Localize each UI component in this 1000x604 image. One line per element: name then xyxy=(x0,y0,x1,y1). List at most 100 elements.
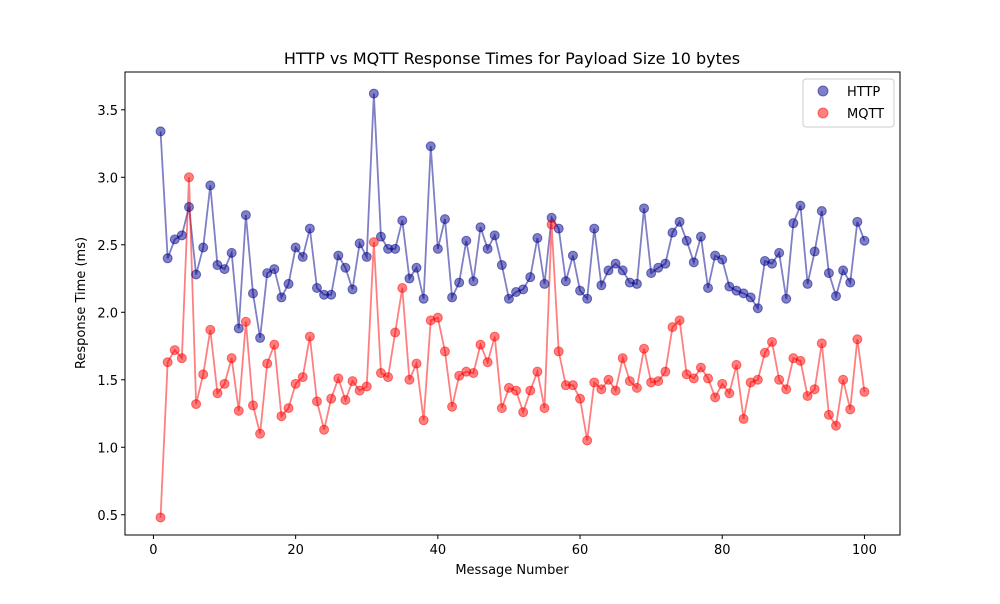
data-point-mqtt xyxy=(731,359,742,370)
data-point-mqtt xyxy=(774,374,785,385)
data-point-mqtt xyxy=(262,358,273,369)
data-point-http xyxy=(646,268,657,279)
data-point-http xyxy=(838,265,849,276)
x-tick-label: 60 xyxy=(572,543,589,558)
data-point-http xyxy=(482,243,493,254)
data-point-http xyxy=(639,203,650,214)
data-point-http xyxy=(617,265,628,276)
data-point-mqtt xyxy=(816,338,827,349)
data-point-mqtt xyxy=(567,380,578,391)
data-point-mqtt xyxy=(624,376,635,387)
data-point-mqtt xyxy=(368,237,379,248)
data-point-http xyxy=(475,222,486,233)
legend-marker-http xyxy=(817,85,829,97)
data-point-http xyxy=(155,126,166,137)
data-point-mqtt xyxy=(404,374,415,385)
data-point-mqtt xyxy=(297,372,308,383)
data-point-http xyxy=(432,243,443,254)
data-point-http xyxy=(688,257,699,268)
data-point-http xyxy=(347,284,358,295)
x-axis-title: Message Number xyxy=(455,563,569,578)
data-point-http xyxy=(589,223,600,234)
data-point-http xyxy=(610,258,621,269)
data-point-mqtt xyxy=(468,368,479,379)
data-point-http xyxy=(660,258,671,269)
data-point-mqtt xyxy=(667,322,678,333)
data-point-http xyxy=(774,247,785,258)
data-point-mqtt xyxy=(795,355,806,366)
data-point-mqtt xyxy=(738,413,749,424)
data-point-http xyxy=(681,235,692,246)
data-point-http xyxy=(447,292,458,303)
data-point-http xyxy=(567,250,578,261)
data-point-mqtt xyxy=(511,385,522,396)
data-point-mqtt xyxy=(518,407,529,418)
data-point-mqtt xyxy=(703,373,714,384)
data-point-http xyxy=(603,265,614,276)
data-point-http xyxy=(240,210,251,221)
data-point-mqtt xyxy=(631,382,642,393)
y-tick-label: 1.5 xyxy=(97,374,118,389)
data-point-mqtt xyxy=(319,424,330,435)
data-point-http xyxy=(745,292,756,303)
data-point-http xyxy=(425,141,436,152)
data-point-http xyxy=(582,293,593,304)
data-point-mqtt xyxy=(717,378,728,389)
data-point-http xyxy=(333,250,344,261)
data-point-http xyxy=(717,254,728,265)
data-point-http xyxy=(852,216,863,227)
y-tick-label: 0.5 xyxy=(97,509,118,524)
x-tick-label: 80 xyxy=(714,543,731,558)
data-point-http xyxy=(752,303,763,314)
y-axis: 0.5 1.0 1.5 2.0 2.5 3.0 3.5 xyxy=(97,104,125,524)
data-point-http xyxy=(361,251,372,262)
data-point-mqtt xyxy=(439,346,450,357)
data-point-mqtt xyxy=(255,428,266,439)
data-point-http xyxy=(311,282,322,293)
x-axis: 0 20 40 60 80 100 xyxy=(149,535,877,558)
data-point-mqtt xyxy=(432,312,443,323)
data-point-mqtt xyxy=(845,404,856,415)
data-point-mqtt xyxy=(767,336,778,347)
data-point-http xyxy=(788,218,799,229)
data-point-http xyxy=(290,242,301,253)
data-point-mqtt xyxy=(411,358,422,369)
legend-label-http: HTTP xyxy=(847,85,880,100)
data-point-mqtt xyxy=(532,366,543,377)
data-point-mqtt xyxy=(475,339,486,350)
data-point-http xyxy=(816,206,827,217)
data-point-http xyxy=(439,214,450,225)
data-point-mqtt xyxy=(283,403,294,414)
data-point-mqtt xyxy=(390,327,401,338)
data-point-http xyxy=(340,262,351,273)
data-point-http xyxy=(781,293,792,304)
data-point-http xyxy=(596,280,607,291)
data-point-mqtt xyxy=(155,512,166,523)
data-point-http xyxy=(859,235,870,246)
data-point-http xyxy=(532,233,543,244)
plot-frame xyxy=(124,71,901,536)
legend: HTTP MQTT xyxy=(802,78,895,128)
y-tick-label: 2.5 xyxy=(97,239,118,254)
data-point-http xyxy=(802,278,813,289)
data-point-http xyxy=(354,238,365,249)
data-point-mqtt xyxy=(823,409,834,420)
data-point-http xyxy=(198,242,209,253)
data-point-mqtt xyxy=(589,377,600,388)
data-point-mqtt xyxy=(269,339,280,350)
data-point-http xyxy=(823,268,834,279)
data-point-http xyxy=(525,272,536,283)
data-point-mqtt xyxy=(212,388,223,399)
data-point-http xyxy=(183,201,194,212)
data-point-mqtt xyxy=(831,420,842,431)
data-point-mqtt xyxy=(397,282,408,293)
data-point-mqtt xyxy=(496,403,507,414)
data-point-mqtt xyxy=(859,386,870,397)
data-point-mqtt xyxy=(653,376,664,387)
data-point-mqtt xyxy=(340,395,351,406)
data-point-mqtt xyxy=(169,345,180,356)
data-point-http xyxy=(667,227,678,238)
data-point-mqtt xyxy=(219,378,230,389)
data-point-http xyxy=(404,273,415,284)
data-point-http xyxy=(560,276,571,287)
